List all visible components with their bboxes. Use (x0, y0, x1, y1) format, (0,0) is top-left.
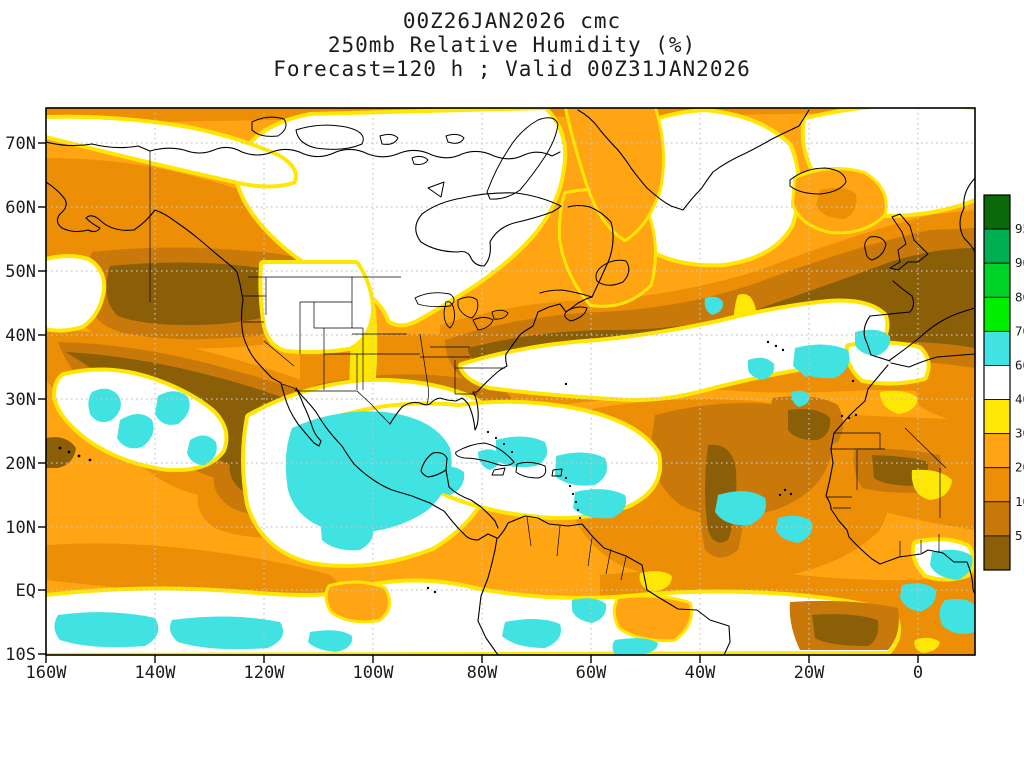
colorbar-label: 20 (1015, 460, 1024, 475)
colorbar-segment (983, 228, 1011, 264)
small-island-dots (58, 340, 858, 594)
colorbar-label: 40 (1015, 392, 1024, 407)
colorbar-label: 90 (1015, 255, 1024, 270)
colorbar-label: 70 (1015, 323, 1024, 338)
lat-label: 70N (5, 134, 36, 154)
colorbar-segment (983, 399, 1011, 435)
map-frame (45, 107, 976, 656)
axis-ticks (38, 142, 919, 663)
lon-axis: 160W 140W 120W 100W 80W 60W 40W 20W 0 (26, 663, 924, 683)
grid-lines (46, 108, 975, 655)
colorbar-label: 95 (1015, 221, 1024, 236)
lat-label: EQ (16, 581, 36, 601)
lon-label: 140W (135, 663, 177, 683)
colorbar-label: 10 (1015, 494, 1024, 509)
lat-label: 30N (5, 390, 36, 410)
colorbar-label: 80 (1015, 289, 1024, 304)
colorbar-legend: 95 90 80 70 60 40 30 20 10 5 (983, 194, 1024, 571)
colorbar-segment (983, 365, 1011, 400)
colorbar-label: 60 (1015, 357, 1024, 372)
colorbar-label: 5 (1015, 528, 1023, 543)
colorbar-segment (983, 501, 1011, 537)
island-outlines (251, 116, 929, 479)
lat-label: 10N (5, 518, 36, 538)
contour-lt5-over (812, 614, 879, 646)
lat-label: 10S (5, 645, 36, 665)
title-line-2: 250mb Relative Humidity (%) (328, 33, 696, 57)
colorbar-segment (983, 535, 1011, 571)
lon-label: 40W (685, 663, 716, 683)
lat-label: 40N (5, 326, 36, 346)
contour-60-70 (54, 296, 975, 655)
great-lakes (414, 292, 509, 331)
lon-label: 120W (244, 663, 286, 683)
lon-label: 100W (353, 663, 395, 683)
colorbar-segment (983, 330, 1011, 366)
colorbar-segment (983, 194, 1011, 230)
colorbar-frame (983, 194, 1011, 571)
contour-field (46, 108, 975, 655)
lat-label: 50N (5, 262, 36, 282)
colorbar-segment (983, 433, 1011, 469)
contour-dark-overlays (816, 187, 857, 219)
title-line-1: 00Z26JAN2026 cmc (403, 9, 621, 33)
coastlines (46, 109, 975, 655)
lon-label: 160W (26, 663, 68, 683)
political-borders (149, 151, 947, 581)
colorbar-segment (983, 296, 1011, 332)
lon-label: 20W (794, 663, 825, 683)
colorbar-segment (983, 262, 1011, 298)
lat-label: 20N (5, 454, 36, 474)
chart-title: 00Z26JAN2026 cmc 250mb Relative Humidity… (273, 9, 751, 81)
lon-label: 60W (576, 663, 607, 683)
title-line-3: Forecast=120 h ; Valid 00Z31JAN2026 (273, 57, 751, 81)
lat-axis: 70N 60N 50N 40N 30N 20N 10N EQ 10S (5, 134, 36, 665)
lat-label: 60N (5, 198, 36, 218)
lon-label: 0 (913, 663, 923, 683)
contour-orange-overlays (324, 108, 888, 643)
colorbar-segment (983, 467, 1011, 503)
lon-label: 80W (467, 663, 498, 683)
colorbar-label: 30 (1015, 426, 1024, 441)
